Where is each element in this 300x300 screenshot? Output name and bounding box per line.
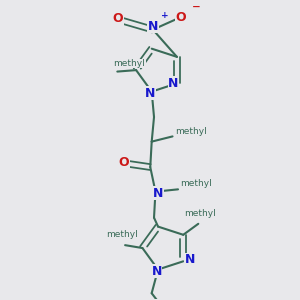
Text: +: + [161, 11, 168, 20]
Text: N: N [152, 265, 162, 278]
Text: O: O [176, 11, 186, 24]
Text: methyl: methyl [175, 127, 207, 136]
Text: N: N [184, 254, 195, 266]
Text: methyl: methyl [184, 209, 216, 218]
Text: −: − [192, 2, 201, 11]
Text: methyl: methyl [106, 230, 137, 239]
Text: N: N [148, 20, 158, 33]
Text: O: O [112, 12, 123, 26]
Text: methyl: methyl [114, 59, 145, 68]
Text: N: N [153, 187, 164, 200]
Text: N: N [145, 86, 155, 100]
Text: methyl: methyl [180, 179, 212, 188]
Text: N: N [168, 77, 178, 90]
Text: O: O [118, 156, 129, 169]
